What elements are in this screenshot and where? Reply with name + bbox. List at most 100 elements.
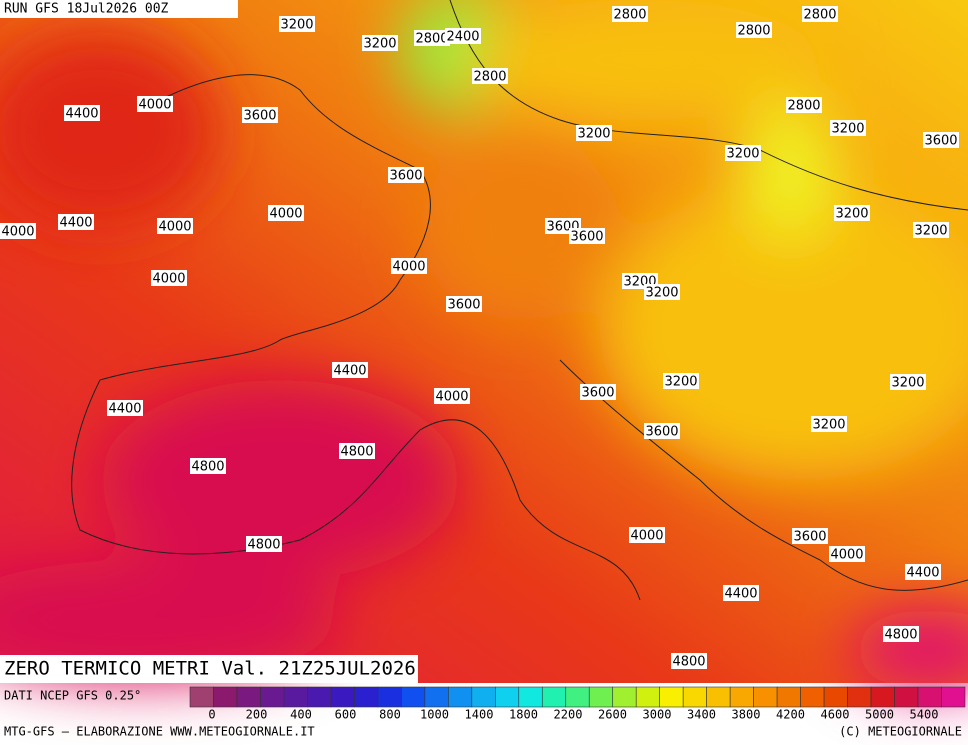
contour-label: 2800 (415, 32, 448, 47)
legend-swatch (588, 686, 614, 708)
credit-label: MTG-GFS — ELABORAZIONE WWW.METEOGIORNALE… (4, 725, 315, 739)
contour-label: 3200 (280, 18, 313, 33)
contour-label: 4000 (158, 220, 191, 235)
contour-label: 4800 (672, 655, 705, 670)
contour-label: 3200 (726, 147, 759, 162)
legend-swatch (776, 686, 801, 708)
contour-label-box (58, 214, 94, 230)
contour-label: 3600 (389, 169, 422, 184)
legend-label: 2600 (598, 708, 627, 722)
contour-label: 3200 (835, 207, 868, 222)
legend-swatch (260, 686, 285, 708)
legend-label: 1400 (465, 708, 494, 722)
contour-label-box (434, 388, 470, 404)
contour-label-box (107, 400, 143, 416)
legend-label: 0 (208, 708, 215, 722)
contour-label-box (736, 22, 772, 38)
contour-label-box (279, 16, 315, 32)
legend-swatch (424, 686, 449, 708)
legend-label: 4600 (821, 708, 850, 722)
contour-label: 4400 (108, 402, 141, 417)
contour-label: 4000 (152, 272, 185, 287)
legend-label: 1800 (509, 708, 538, 722)
legend-swatch (495, 686, 520, 708)
legend-swatch (800, 686, 825, 708)
legend-label: 2200 (554, 708, 583, 722)
legend-swatch (307, 686, 332, 708)
contour-label: 4000 (269, 207, 302, 222)
legend-label: 3400 (687, 708, 716, 722)
contour-label: 4000 (1, 225, 34, 240)
contour-label-box (723, 585, 759, 601)
contour-label-box (671, 653, 707, 669)
map-area: RUN GFS 18Jul2026 00Z ZERO TERMICO METRI… (0, 0, 968, 690)
legend-swatch (354, 686, 379, 708)
legend-swatch (729, 686, 754, 708)
contour-label: 3600 (570, 230, 603, 245)
contour-label-box (644, 423, 680, 439)
title-box (0, 655, 418, 683)
legend-swatch (706, 686, 731, 708)
legend-swatch (659, 686, 684, 708)
contour-label-box (446, 296, 482, 312)
legend-swatch (894, 686, 919, 708)
contour-label: 2800 (613, 8, 646, 23)
legend-swatch (236, 686, 261, 708)
legend-swatch (823, 686, 848, 708)
contour-label-box (644, 284, 680, 300)
legend-swatch (847, 686, 872, 708)
legend-swatch (189, 686, 214, 708)
contour-label-box (388, 167, 424, 183)
contour-label-box (157, 218, 193, 234)
run-box (0, 0, 238, 18)
legend-swatch (541, 686, 567, 708)
contour-label-box (414, 30, 450, 46)
legend-swatch (401, 686, 426, 708)
legend-swatch (471, 686, 496, 708)
contour-label: 2800 (473, 70, 506, 85)
legend-swatch (635, 686, 660, 708)
contour-label: 4400 (333, 364, 366, 379)
contour-label-box (629, 527, 665, 543)
contour-label-box (612, 6, 648, 22)
contour-label-box (137, 96, 173, 112)
legend-label: 4200 (776, 708, 805, 722)
contour-label: 3600 (581, 386, 614, 401)
copyright-label: (C) METEOGIORNALE (839, 725, 962, 739)
source-label: DATI NCEP GFS 0.25° (4, 689, 141, 703)
contour-label-box (190, 458, 226, 474)
contour-label-box (64, 105, 100, 121)
contour-label: 3600 (645, 425, 678, 440)
contour-label-box (445, 28, 481, 44)
contour-label-box (268, 205, 304, 221)
contour-label-box (834, 205, 870, 221)
contour-label: 4800 (191, 460, 224, 475)
contour-label: 2800 (803, 8, 836, 23)
legend-swatch (283, 686, 308, 708)
contour-label-box (923, 132, 959, 148)
contour-label: 3200 (891, 376, 924, 391)
legend-label: 3000 (643, 708, 672, 722)
contour-label: 4800 (884, 628, 917, 643)
legend-swatch (213, 686, 238, 708)
contour-label: 4800 (340, 445, 373, 460)
contour-label: 4400 (65, 107, 98, 122)
legend-swatch (870, 686, 895, 708)
contour-label: 4800 (247, 538, 280, 553)
contour-label-box (883, 626, 919, 642)
contour-label-box (890, 374, 926, 390)
legend-label: 600 (335, 708, 357, 722)
contour-label: 3200 (645, 286, 678, 301)
contour-label-box (792, 528, 828, 544)
legend-swatch (330, 686, 355, 708)
contour-label-box (242, 107, 278, 123)
contour-label: 2800 (787, 99, 820, 114)
legend-swatch (565, 686, 590, 708)
legend-swatch (941, 686, 966, 708)
map-title: ZERO TERMICO METRI Val. 21Z25JUL2026 (4, 658, 416, 680)
run-label: RUN GFS 18Jul2026 00Z (4, 2, 169, 17)
contour-label: 3200 (363, 37, 396, 52)
contour-label: 3200 (577, 127, 610, 142)
contour-label-box (339, 443, 375, 459)
